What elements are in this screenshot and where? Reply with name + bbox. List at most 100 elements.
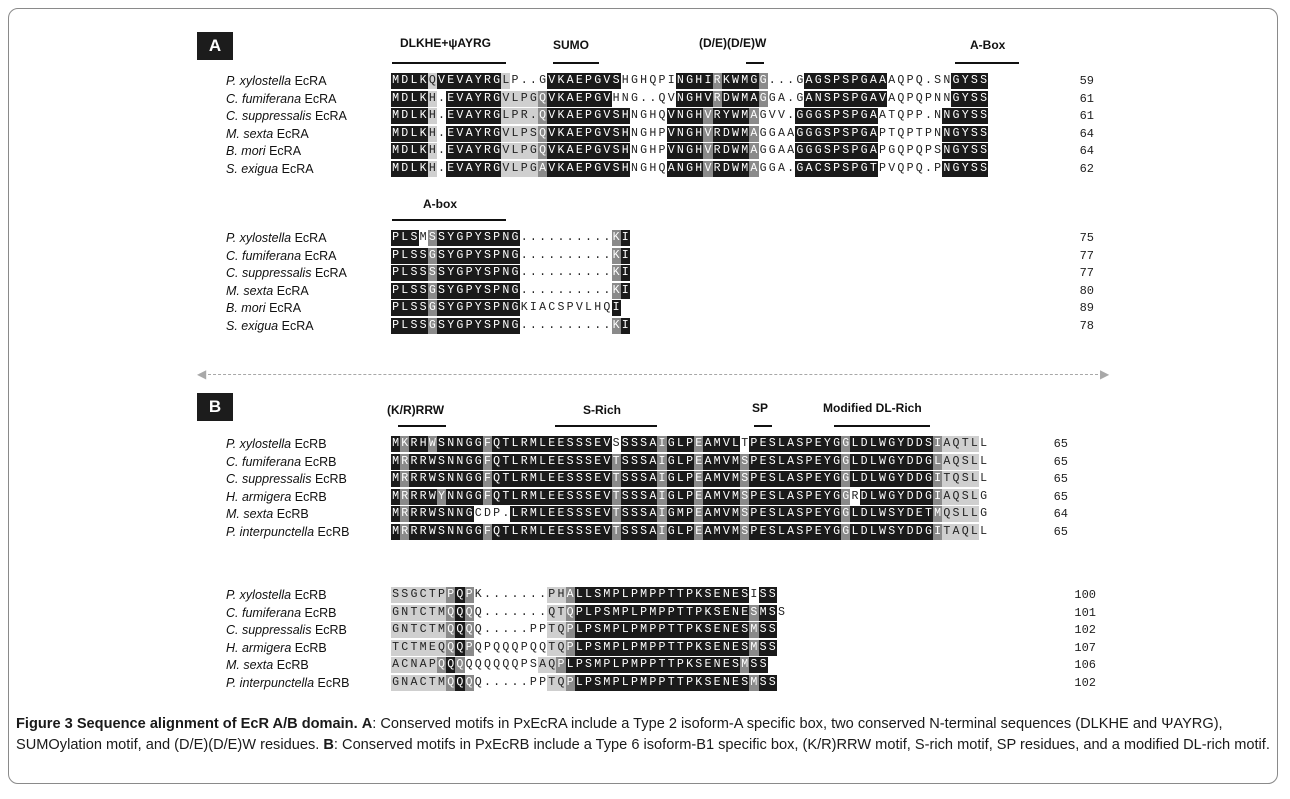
residue: H xyxy=(427,90,437,107)
residue: M xyxy=(391,471,401,487)
residue: G xyxy=(427,317,437,334)
residue: E xyxy=(694,506,704,522)
residue: S xyxy=(767,471,777,487)
residue: V xyxy=(667,91,675,105)
residue: . xyxy=(594,318,602,332)
residue: D xyxy=(914,488,924,505)
residue: G xyxy=(923,471,934,487)
residue: P xyxy=(574,604,584,621)
species-name: B. mori xyxy=(226,144,266,158)
residue: W xyxy=(427,471,437,487)
species-label: S. exigua EcRA xyxy=(226,161,376,177)
residue: P xyxy=(685,523,695,540)
residue: G xyxy=(813,143,823,159)
residue: P xyxy=(648,639,658,656)
residue: K xyxy=(556,90,566,107)
residue: V xyxy=(501,90,511,107)
residue: . xyxy=(603,318,611,332)
residue: T xyxy=(915,126,923,140)
residue: P xyxy=(906,144,914,157)
residue: N xyxy=(675,90,685,107)
residue: R xyxy=(519,108,529,124)
gene-name: EcRB xyxy=(294,588,327,602)
residue: L xyxy=(675,453,685,470)
motif-label: (D/E)(D/E)W xyxy=(699,36,767,50)
species-label: M. sexta EcRA xyxy=(226,126,376,142)
species-name: H. armigera xyxy=(226,489,292,504)
residue: N xyxy=(446,453,456,470)
residue: L xyxy=(933,453,943,470)
residue: Q xyxy=(915,74,923,87)
residue: L xyxy=(510,125,520,142)
residue: P xyxy=(832,160,842,177)
residue: T xyxy=(666,639,676,656)
residue: S xyxy=(418,247,428,264)
residue: G xyxy=(640,161,648,175)
residue: . xyxy=(787,161,795,175)
residue: N xyxy=(934,126,942,140)
residue: A xyxy=(787,144,795,157)
residue: Y xyxy=(822,471,832,487)
residue: V xyxy=(575,301,583,314)
residue: . xyxy=(557,283,565,297)
residue: G xyxy=(685,125,695,142)
residue: L xyxy=(510,453,520,470)
residue: P xyxy=(547,587,557,603)
residue: Y xyxy=(473,230,483,246)
residue: M xyxy=(740,108,750,124)
residue: Q xyxy=(474,623,482,636)
residue: P xyxy=(657,639,667,656)
residue: E xyxy=(446,73,456,89)
gene-name: EcRA xyxy=(269,301,302,315)
residue: . xyxy=(528,108,538,124)
residue: M xyxy=(730,471,741,487)
residue: A xyxy=(786,471,796,487)
residue: G xyxy=(813,125,823,142)
residue: S xyxy=(740,471,750,487)
residue: M xyxy=(740,73,750,89)
residue: . xyxy=(594,283,602,297)
residue: E xyxy=(694,523,704,540)
residue: M xyxy=(391,73,401,89)
residue: P xyxy=(519,90,529,107)
residue: S xyxy=(620,471,630,487)
residue: T xyxy=(657,657,667,673)
residue: Q xyxy=(446,674,456,691)
residue: . xyxy=(640,91,648,105)
residue: S xyxy=(409,282,419,299)
residue: P xyxy=(464,230,474,246)
gene-name: EcRB xyxy=(314,472,347,486)
residue: E xyxy=(556,453,566,470)
residue: L xyxy=(776,453,787,470)
residue: Y xyxy=(473,300,483,316)
caption-panel-a-text: : Conserved motifs in PxEcRA include a T… xyxy=(16,716,1223,753)
residue: E xyxy=(446,160,456,177)
residue: P xyxy=(749,488,759,505)
residue: S xyxy=(436,453,447,470)
residue: G xyxy=(409,587,419,603)
residue: W xyxy=(427,488,437,505)
residue: S xyxy=(574,488,584,505)
residue: W xyxy=(730,108,741,124)
residue: Y xyxy=(896,453,906,470)
residue: G xyxy=(813,108,823,124)
residue: . xyxy=(548,266,556,279)
residue: G xyxy=(528,143,538,159)
residue: G xyxy=(795,160,805,177)
residue: D xyxy=(721,90,731,107)
residue: S xyxy=(482,230,493,246)
residue: R xyxy=(712,160,722,177)
residue: S xyxy=(612,437,620,450)
residue: . xyxy=(493,588,501,601)
motif-bar xyxy=(754,425,772,427)
residue: R xyxy=(712,108,722,124)
residue: Y xyxy=(960,125,970,142)
residue: M xyxy=(436,622,447,638)
residue: . xyxy=(520,588,528,601)
residue: G xyxy=(768,144,776,157)
residue: V xyxy=(777,109,785,122)
residue: Y xyxy=(473,108,483,124)
residue: P xyxy=(694,604,704,621)
residue: P xyxy=(520,658,528,671)
residue: N xyxy=(501,317,511,334)
